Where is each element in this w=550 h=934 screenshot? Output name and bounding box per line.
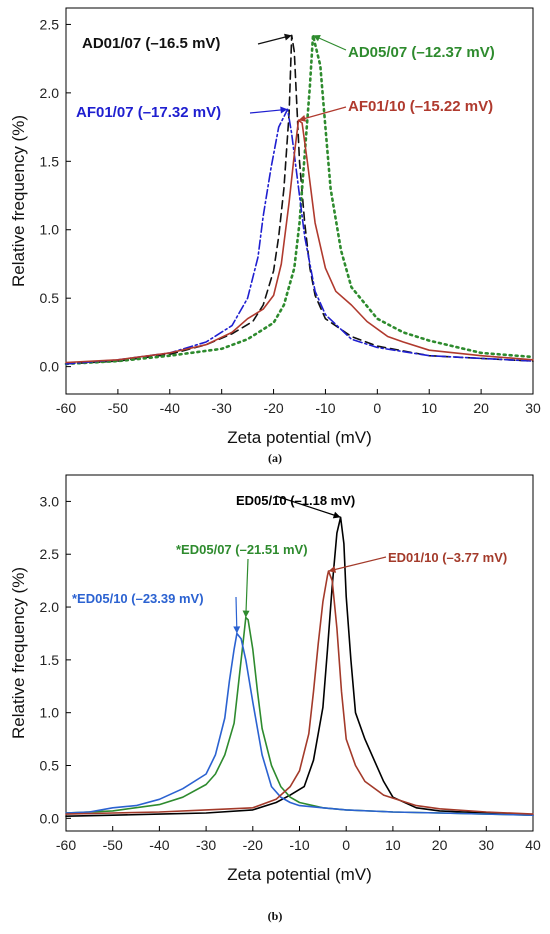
annotation-af01-10: AF01/10 (–15.22 mV) bbox=[348, 98, 493, 115]
arrow-head bbox=[233, 626, 241, 634]
x-tick-label: 0 bbox=[373, 400, 381, 416]
x-tick-label: -40 bbox=[149, 837, 169, 853]
plot-frame-a bbox=[65, 7, 534, 395]
series-line-af01-07 bbox=[65, 108, 534, 365]
x-tick-label: -60 bbox=[56, 837, 76, 853]
y-tick-label: 0.0 bbox=[40, 359, 60, 375]
axes-a: -60 -50 -40 -30 -20 -10 0 10 20 30 0.0 0.5 1.0 1.5 2.0… bbox=[40, 16, 541, 416]
x-tick-label: -10 bbox=[315, 400, 335, 416]
series-line-ad05-07 bbox=[64, 34, 535, 366]
x-tick-label: -20 bbox=[243, 837, 263, 853]
annotation-ed05-07: *ED05/07 (–21.51 mV) bbox=[176, 542, 308, 557]
series-lines-a bbox=[64, 34, 535, 366]
y-tick-label: 1.5 bbox=[40, 153, 60, 169]
chart-panel-a: -60 -50 -40 -30 -20 -10 0 10 20 30 0.0 0.5 1.0 1.5 2.0… bbox=[9, 7, 541, 465]
y-tick-label: 2.0 bbox=[40, 599, 60, 615]
y-tick-label: 1.0 bbox=[40, 705, 60, 721]
annotation-arrow bbox=[328, 556, 387, 572]
x-axis-title-b: Zeta potential (mV) bbox=[227, 865, 372, 884]
plot-frame-b bbox=[65, 474, 534, 832]
chart-panel-b: -60 -50 -40 -30 -20 -10 0 10 20 30 40 0.0 0.5 1.0 1.5 2… bbox=[9, 474, 541, 923]
x-tick-label: 10 bbox=[421, 400, 437, 416]
arrow-head bbox=[332, 511, 341, 519]
annotation-arrows-b bbox=[233, 495, 387, 634]
x-tick-label: -10 bbox=[289, 837, 309, 853]
y-tick-label: 3.0 bbox=[40, 493, 60, 509]
annotation-ed05-10-black: ED05/10 (–1.18 mV) bbox=[236, 493, 355, 508]
series-line-ed01-10 bbox=[65, 570, 534, 815]
x-tick-label: -30 bbox=[212, 400, 232, 416]
series-line-ed05-10-black bbox=[65, 516, 534, 817]
annotation-arrows-a bbox=[249, 33, 347, 122]
arrow-head bbox=[298, 114, 307, 122]
annotation-ad05-07: AD05/07 (–12.37 mV) bbox=[348, 44, 495, 61]
series-line-ad01-07 bbox=[65, 34, 534, 365]
x-tick-label: -50 bbox=[103, 837, 123, 853]
x-tick-label: 10 bbox=[385, 837, 401, 853]
panel-label-b: (b) bbox=[268, 909, 283, 923]
annotation-ed05-10-blue: *ED05/10 (–23.39 mV) bbox=[72, 591, 204, 606]
y-tick-label: 2.5 bbox=[40, 16, 60, 32]
y-tick-label: 1.0 bbox=[40, 222, 60, 238]
y-axis-title-a: Relative frequency (%) bbox=[9, 115, 28, 287]
x-axis-title-a: Zeta potential (mV) bbox=[227, 428, 372, 447]
x-tick-label: -40 bbox=[160, 400, 180, 416]
series-line-ed05-07 bbox=[65, 616, 534, 816]
arrow-head bbox=[312, 35, 321, 42]
y-tick-label: 0.0 bbox=[40, 810, 60, 826]
axes-b: -60 -50 -40 -30 -20 -10 0 10 20 30 40 0.0 0.5 1.0 1.5 2… bbox=[40, 493, 541, 853]
series-line-ed05-10 bbox=[65, 632, 534, 816]
panel-label-a: (a) bbox=[268, 451, 282, 465]
x-tick-label: -50 bbox=[108, 400, 128, 416]
annotation-arrow bbox=[245, 558, 249, 618]
x-tick-label: -20 bbox=[263, 400, 283, 416]
x-tick-label: -60 bbox=[56, 400, 76, 416]
x-tick-label: 30 bbox=[479, 837, 495, 853]
series-line-af01-10 bbox=[65, 119, 534, 364]
y-axis-title-b: Relative frequency (%) bbox=[9, 567, 28, 739]
y-tick-label: 2.5 bbox=[40, 546, 60, 562]
x-tick-label: 40 bbox=[525, 837, 541, 853]
x-tick-label: -30 bbox=[196, 837, 216, 853]
arrow-head bbox=[284, 33, 292, 41]
annotation-ed01-10: ED01/10 (–3.77 mV) bbox=[388, 550, 507, 565]
y-tick-label: 2.0 bbox=[40, 85, 60, 101]
arrow-head bbox=[328, 566, 337, 573]
y-tick-label: 0.5 bbox=[40, 758, 60, 774]
x-tick-label: 30 bbox=[525, 400, 541, 416]
y-tick-label: 1.5 bbox=[40, 652, 60, 668]
annotation-ad01-07: AD01/07 (–16.5 mV) bbox=[82, 35, 220, 52]
annotation-arrow bbox=[298, 106, 347, 121]
x-tick-label: 0 bbox=[342, 837, 350, 853]
series-lines-b bbox=[65, 516, 534, 817]
arrow-head bbox=[280, 106, 288, 114]
x-tick-label: 20 bbox=[473, 400, 489, 416]
x-tick-label: 20 bbox=[432, 837, 448, 853]
annotation-af01-07: AF01/07 (–17.32 mV) bbox=[76, 104, 221, 121]
arrow-head bbox=[242, 610, 250, 618]
y-tick-label: 0.5 bbox=[40, 290, 60, 306]
annotation-arrow bbox=[275, 495, 341, 518]
